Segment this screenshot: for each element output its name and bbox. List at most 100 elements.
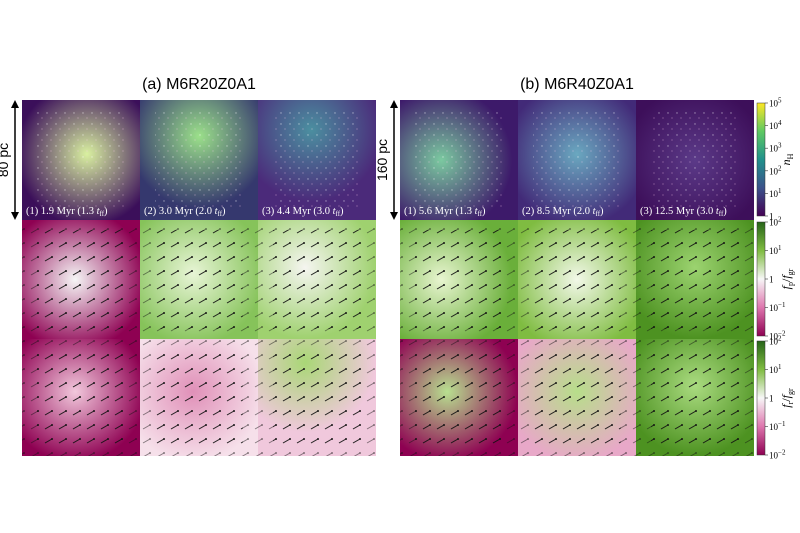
time-close: ): [340, 206, 344, 217]
time-label: (1) 1.9 Myr (1.3 tff): [26, 206, 108, 218]
tick-base: 10: [769, 422, 779, 432]
star-particles: [155, 110, 243, 210]
time-var: t: [475, 206, 479, 217]
colorbar-tick-label: 105: [769, 97, 782, 109]
star-particles: [273, 110, 361, 210]
colorbar-tick-label: 102: [769, 216, 782, 228]
tick-base: 10: [769, 144, 779, 154]
time-var: t: [333, 206, 337, 217]
time-close: ): [222, 206, 226, 217]
tick-exp: 1: [778, 363, 782, 371]
tick-base: 10: [769, 451, 779, 461]
label-den: f: [779, 274, 793, 279]
colorbar-tick-label: 104: [769, 119, 782, 131]
tick-base: 10: [769, 99, 779, 109]
tick-exp: 2: [778, 335, 782, 343]
time-var: t: [215, 206, 219, 217]
tick-base: 10: [769, 218, 779, 228]
time-label: (3) 4.4 Myr (3.0 tff): [262, 206, 344, 218]
label-den: f: [779, 393, 793, 398]
label-var: n: [779, 159, 793, 165]
time-close: ): [482, 206, 486, 217]
force-arrows: [518, 220, 636, 339]
colorbar-tick-label: 103: [769, 142, 782, 154]
tick-base: 10: [769, 303, 779, 313]
force-arrows: [518, 339, 636, 456]
time-text: (3) 12.5 Myr (3.0: [640, 206, 716, 217]
tick-base: 10: [769, 246, 779, 256]
colorbar-tick-label: 101: [769, 244, 782, 256]
time-sub: ff: [218, 210, 223, 218]
panel-title: (b) M6R40Z0A1: [520, 76, 634, 93]
star-particles: [533, 110, 621, 210]
colorbar-label: nH: [779, 153, 795, 165]
tick-exp: 5: [778, 97, 782, 105]
tick-base: 10: [769, 365, 779, 375]
tick-exp: 2: [778, 164, 782, 172]
label-num: f: [779, 403, 793, 408]
label-den-sub: gr: [786, 388, 795, 395]
time-var: t: [593, 206, 597, 217]
colorbar-label: fr/fgr: [779, 388, 795, 408]
tick-base: 10: [769, 337, 779, 347]
time-close: ): [600, 206, 604, 217]
force-arrows: [140, 220, 258, 339]
tick-base: 10: [769, 121, 779, 131]
time-label: (3) 12.5 Myr (3.0 tff): [640, 206, 727, 218]
time-text: (1) 5.6 Myr (1.3: [404, 206, 475, 217]
force-arrows: [140, 339, 258, 456]
colorbar-tick-label: 10−2: [769, 330, 786, 342]
time-sub: ff: [478, 210, 483, 218]
star-particles: [415, 110, 503, 210]
time-text: (3) 4.4 Myr (3.0: [262, 206, 333, 217]
time-sub: ff: [336, 210, 341, 218]
label-num-sub: r: [786, 401, 795, 404]
time-var: t: [716, 206, 720, 217]
colorbar: [756, 102, 766, 217]
tick-base: 10: [769, 332, 779, 342]
force-arrows: [258, 339, 376, 456]
panel-title: (a) M6R20Z0A1: [142, 76, 256, 93]
force-arrows: [400, 339, 518, 456]
time-sub: ff: [100, 210, 105, 218]
force-arrows: [258, 220, 376, 339]
colorbar-tick-label: 10−1: [769, 301, 786, 313]
tick-exp: −1: [778, 301, 786, 309]
star-particles: [37, 110, 125, 210]
tick-exp: 3: [778, 142, 782, 150]
tick-exp: 1: [778, 187, 782, 195]
time-label: (2) 3.0 Myr (2.0 tff): [144, 206, 226, 218]
label-den-sub: gr: [786, 268, 795, 275]
tick-exp: 4: [778, 119, 782, 127]
label-slash: /: [779, 398, 793, 402]
tick-exp: −2: [778, 330, 786, 338]
label-num-sub: p: [786, 282, 795, 286]
colorbar: [756, 340, 766, 456]
tick-exp: 1: [778, 244, 782, 252]
time-sub: ff: [596, 210, 601, 218]
force-arrows: [22, 339, 140, 456]
scale-label: 160 pc: [374, 139, 390, 181]
time-var: t: [97, 206, 101, 217]
force-arrows: [636, 220, 754, 339]
time-label: (2) 8.5 Myr (2.0 tff): [522, 206, 604, 218]
colorbar-tick-label: 102: [769, 164, 782, 176]
label-num: f: [779, 284, 793, 289]
colorbar-tick-label: 1: [769, 394, 774, 404]
force-arrows: [22, 220, 140, 339]
time-text: (2) 3.0 Myr (2.0: [144, 206, 215, 217]
colorbar-label: fp/fgr: [779, 268, 795, 289]
label-sub: H: [786, 153, 795, 159]
colorbar-tick-label: 10−1: [769, 420, 786, 432]
colorbar: [756, 221, 766, 337]
tick-exp: 2: [778, 216, 782, 224]
time-text: (2) 8.5 Myr (2.0: [522, 206, 593, 217]
star-particles: [651, 110, 739, 210]
time-text: (1) 1.9 Myr (1.3: [26, 206, 97, 217]
colorbar-tick-label: 10−2: [769, 449, 786, 461]
force-arrows: [400, 220, 518, 339]
time-close: ): [723, 206, 727, 217]
colorbar-tick-label: 101: [769, 187, 782, 199]
colorbar-tick-label: 1: [769, 275, 774, 285]
